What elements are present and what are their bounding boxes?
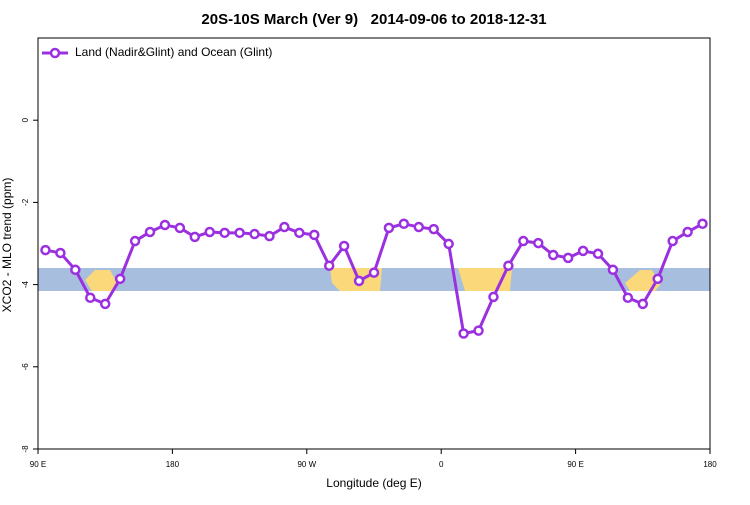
- data-point: [443, 238, 454, 250]
- data-point: [488, 291, 499, 303]
- data-point: [234, 227, 245, 239]
- data-point: [652, 273, 663, 285]
- data-point: [264, 230, 275, 242]
- data-point: [338, 240, 350, 252]
- data-point: [294, 227, 305, 239]
- data-point: [55, 247, 66, 259]
- y-axis-label: XCO2 - MLO trend (ppm): [0, 178, 14, 313]
- x-tick-label: 180: [166, 460, 180, 469]
- data-point: [637, 298, 649, 310]
- data-point: [667, 235, 678, 247]
- y-tick-label: -2: [21, 198, 30, 206]
- data-point: [458, 328, 469, 339]
- data-point: [40, 244, 51, 256]
- y-tick-label: -6: [21, 363, 30, 371]
- data-point: [607, 264, 619, 276]
- data-point: [547, 249, 559, 261]
- data-point: [473, 325, 484, 336]
- y-tick-label: 0: [21, 117, 30, 122]
- data-point: [622, 292, 634, 304]
- data-point: [697, 218, 708, 230]
- data-point: [353, 275, 365, 287]
- x-tick-label: 90 E: [30, 460, 46, 469]
- data-point: [562, 252, 574, 264]
- data-point: [99, 298, 111, 310]
- y-tick-label: -8: [21, 445, 30, 453]
- data-point: [592, 248, 604, 260]
- data-point: [144, 226, 156, 238]
- data-point: [174, 222, 186, 234]
- data-point: [413, 221, 425, 233]
- data-point: [219, 227, 230, 239]
- data-point: [368, 267, 380, 278]
- y-tick-label: -4: [21, 280, 30, 288]
- data-point: [70, 264, 81, 276]
- chart-title: 20S-10S March (Ver 9) 2014-09-06 to 2018…: [201, 11, 546, 28]
- plot-frame: [37, 37, 711, 450]
- legend-marker: [49, 47, 61, 59]
- data-point: [323, 260, 335, 271]
- data-point: [309, 229, 320, 241]
- x-tick-label: 0: [439, 460, 444, 469]
- x-axis-label: Longitude (deg E): [326, 476, 421, 490]
- data-point: [114, 273, 126, 285]
- data-point: [503, 260, 514, 271]
- map-band: [38, 268, 710, 291]
- data-point: [129, 235, 141, 247]
- data-point: [533, 237, 544, 249]
- data-point: [682, 226, 693, 238]
- legend-label: Land (Nadir&Glint) and Ocean (Glint): [75, 45, 272, 59]
- data-point: [383, 222, 395, 234]
- data-point: [85, 292, 96, 304]
- data-point: [249, 228, 260, 240]
- data-point: [577, 245, 589, 257]
- data-point: [189, 231, 201, 243]
- data-point: [279, 221, 290, 233]
- x-tick-label: 90 E: [567, 460, 583, 469]
- data-point: [204, 226, 215, 238]
- data-point: [398, 218, 410, 230]
- data-point: [428, 223, 439, 235]
- data-point: [518, 235, 529, 247]
- x-tick-label: 180: [703, 460, 717, 469]
- x-tick-label: 90 W: [297, 460, 316, 469]
- data-point: [159, 219, 171, 231]
